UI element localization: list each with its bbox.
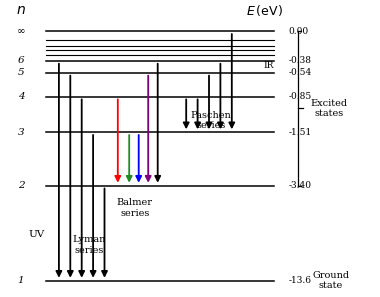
Text: 2: 2 — [17, 181, 24, 190]
Text: IR: IR — [263, 61, 274, 70]
Text: -1.51: -1.51 — [289, 128, 312, 137]
Text: 1: 1 — [17, 276, 24, 285]
Text: -0.38: -0.38 — [289, 56, 312, 65]
Text: Paschen
series: Paschen series — [190, 110, 231, 130]
Text: -3.40: -3.40 — [289, 181, 312, 190]
Text: -0.85: -0.85 — [289, 92, 312, 101]
Text: $n$: $n$ — [16, 3, 26, 18]
Text: 4: 4 — [17, 92, 24, 101]
Text: Lyman
series: Lyman series — [73, 235, 106, 255]
Text: 6: 6 — [17, 56, 24, 65]
Text: Excited
states: Excited states — [310, 99, 347, 118]
Text: Balmer
series: Balmer series — [117, 198, 153, 218]
Text: 3: 3 — [17, 128, 24, 137]
Text: -13.6: -13.6 — [289, 276, 312, 285]
Text: 0.00: 0.00 — [289, 27, 309, 36]
Text: $E\,\mathrm{(eV)}$: $E\,\mathrm{(eV)}$ — [246, 3, 282, 18]
Text: ∞: ∞ — [17, 27, 25, 36]
Text: UV: UV — [28, 230, 44, 239]
Text: 5: 5 — [17, 68, 24, 77]
Text: Ground
state: Ground state — [312, 271, 349, 290]
Text: -0.54: -0.54 — [289, 68, 312, 77]
